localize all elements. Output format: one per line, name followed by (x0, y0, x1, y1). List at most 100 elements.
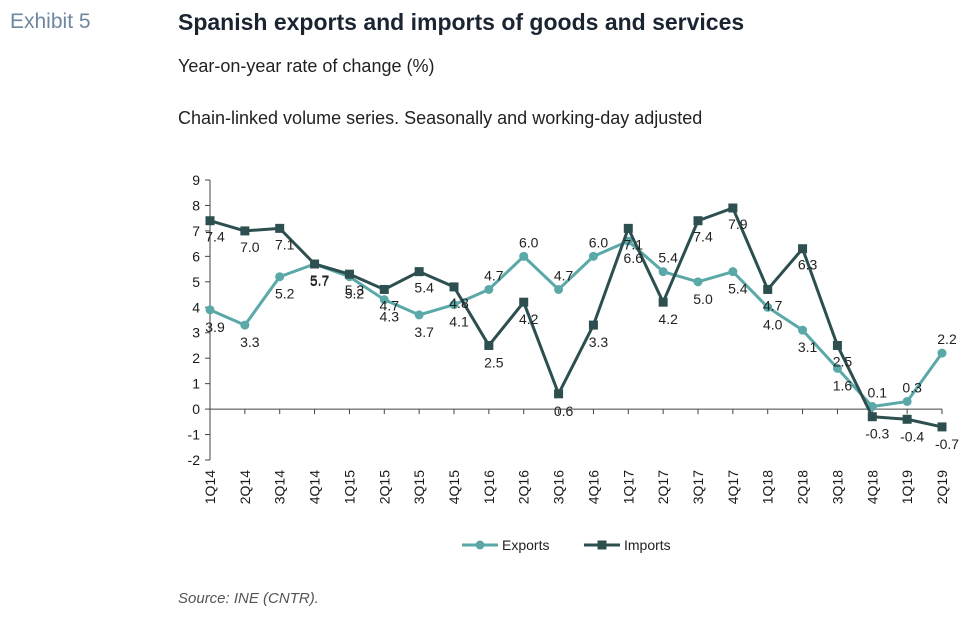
y-tick-label: 6 (192, 248, 200, 264)
x-tick-label: 2Q19 (934, 470, 950, 504)
legend-marker-imports (597, 540, 607, 550)
x-tick-label: 4Q18 (864, 470, 880, 504)
data-point-imports (205, 216, 215, 226)
data-label-imports: 2.5 (484, 354, 504, 370)
data-label-exports: 5.7 (310, 273, 330, 289)
x-tick-label: 4Q15 (446, 470, 462, 504)
data-point-exports (832, 363, 842, 373)
chart-title: Spanish exports and imports of goods and… (178, 9, 745, 35)
data-label-imports: 7.0 (240, 239, 260, 255)
data-label-imports: 7.4 (205, 229, 225, 245)
data-label-imports: 5.4 (414, 280, 434, 296)
data-point-imports (310, 259, 320, 269)
y-tick-label: 5 (192, 274, 200, 290)
x-tick-label: 2Q18 (795, 470, 811, 504)
data-label-imports: 2.5 (833, 353, 853, 369)
x-tick-label: 3Q15 (411, 470, 427, 504)
data-point-imports (832, 340, 842, 350)
x-tick-label: 4Q17 (725, 470, 741, 504)
data-label-imports: 0.6 (554, 403, 574, 419)
chart-note: Chain-linked volume series. Seasonally a… (178, 108, 703, 128)
data-label-exports: 3.7 (414, 324, 434, 340)
data-label-exports: 4.0 (763, 316, 783, 332)
data-label-imports: -0.7 (935, 436, 959, 452)
data-point-imports (798, 244, 808, 254)
data-point-imports (623, 223, 633, 233)
x-tick-label: 1Q14 (202, 470, 218, 504)
data-label-imports: 5.3 (345, 282, 365, 298)
data-point-imports (449, 282, 459, 292)
data-point-imports (240, 226, 250, 236)
data-point-imports (867, 412, 877, 422)
x-tick-label: 1Q15 (341, 470, 357, 504)
data-point-imports (693, 216, 703, 226)
y-tick-label: 3 (192, 325, 200, 341)
y-tick-label: 7 (192, 223, 200, 239)
x-tick-label: 3Q14 (272, 470, 288, 504)
data-label-exports: 1.6 (833, 377, 853, 393)
x-tick-label: 1Q18 (760, 470, 776, 504)
series-line-imports (209, 206, 943, 429)
data-label-imports: 7.4 (693, 229, 713, 245)
data-point-imports (379, 284, 389, 294)
data-point-exports (414, 310, 424, 320)
data-point-exports (902, 396, 912, 406)
legend-marker-exports (475, 540, 485, 550)
data-label-exports: 4.7 (554, 267, 574, 283)
y-tick-label: 4 (192, 299, 200, 315)
data-label-imports: 6.3 (798, 257, 818, 273)
data-point-exports (798, 325, 808, 335)
data-point-imports (902, 414, 912, 424)
data-point-exports (484, 284, 494, 294)
x-tick-label: 2Q14 (237, 470, 253, 504)
data-point-imports (588, 320, 598, 330)
source-note: Source: INE (CNTR). (178, 590, 319, 607)
data-label-imports: 7.9 (728, 216, 748, 232)
data-label-imports: 4.7 (380, 297, 400, 313)
data-label-imports: 7.1 (624, 236, 644, 252)
data-point-exports (693, 277, 703, 287)
data-point-imports (275, 223, 285, 233)
data-label-imports: -0.4 (900, 428, 924, 444)
data-label-exports: 3.1 (798, 339, 818, 355)
y-tick-label: -2 (188, 452, 201, 468)
data-label-imports: 7.1 (275, 236, 295, 252)
data-point-imports (484, 340, 494, 350)
data-label-exports: 6.6 (624, 250, 644, 266)
data-point-exports (379, 295, 389, 305)
data-label-exports: 5.2 (345, 286, 365, 302)
y-tick-label: -1 (188, 427, 201, 443)
x-tick-label: 2Q16 (516, 470, 532, 504)
x-tick-label: 1Q16 (481, 470, 497, 504)
data-point-exports (937, 348, 947, 358)
data-label-exports: 3.9 (205, 319, 225, 335)
data-point-exports (588, 251, 598, 261)
x-tick-label: 4Q16 (585, 470, 601, 504)
data-point-imports (519, 297, 529, 307)
x-tick-label: 1Q17 (620, 470, 636, 504)
data-label-exports: 5.0 (693, 291, 713, 307)
data-label-imports: 5.7 (310, 272, 330, 288)
data-label-exports: 6.0 (589, 234, 609, 250)
exhibit-label: Exhibit 5 (10, 10, 91, 33)
data-point-imports (937, 422, 947, 432)
data-point-imports (554, 389, 564, 399)
y-tick-label: 0 (192, 401, 200, 417)
legend-label-imports: Imports (624, 537, 671, 553)
data-point-exports (240, 320, 250, 330)
chart-subtitle: Year-on-year rate of change (%) (178, 56, 435, 76)
data-label-exports: 5.4 (728, 281, 748, 297)
x-tick-label: 2Q15 (376, 470, 392, 504)
data-point-exports (728, 267, 738, 277)
data-point-exports (205, 305, 215, 315)
data-label-exports: 4.3 (380, 309, 400, 325)
data-point-exports (449, 300, 459, 310)
data-point-exports (554, 284, 564, 294)
data-point-imports (763, 284, 773, 294)
data-point-imports (658, 297, 668, 307)
x-tick-label: 3Q18 (829, 470, 845, 504)
x-tick-label: 3Q17 (690, 470, 706, 504)
data-label-exports: 5.4 (658, 250, 678, 266)
data-point-imports (414, 267, 424, 277)
